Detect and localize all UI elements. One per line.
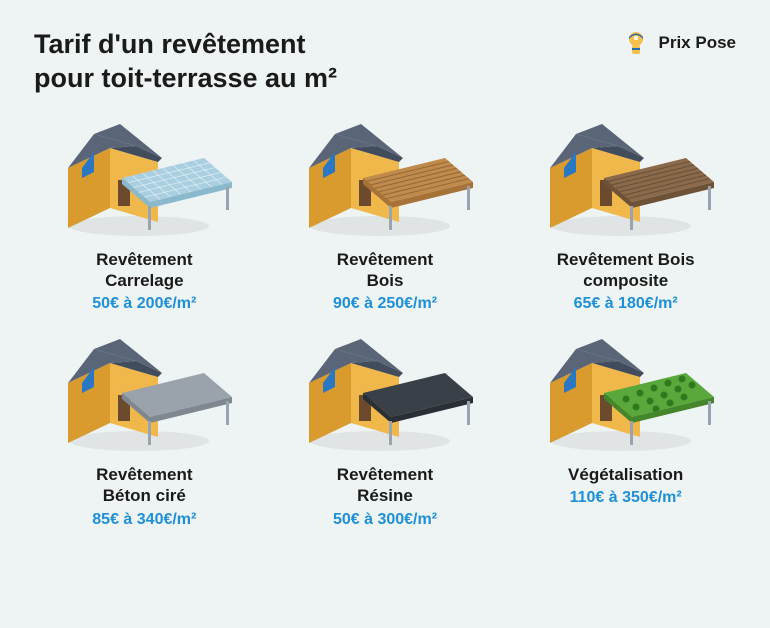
house-icon [54, 331, 234, 456]
item-price: 90€ à 250€/m² [275, 295, 496, 313]
brand-name: Prix Pose [659, 33, 737, 53]
title-line-2: pour toit-terrasse au m² [34, 63, 337, 93]
item-label: Revêtement Béton ciré [34, 464, 255, 507]
item-price: 65€ à 180€/m² [515, 295, 736, 313]
item-price: 50€ à 200€/m² [34, 295, 255, 313]
house-icon [54, 116, 234, 241]
item-label: Revêtement Bois [275, 249, 496, 292]
house-icon [536, 116, 716, 241]
title-line-1: Tarif d'un revêtement [34, 29, 305, 59]
item-label: Revêtement Carrelage [34, 249, 255, 292]
house-icon [536, 331, 716, 456]
item-price: 110€ à 350€/m² [515, 489, 736, 507]
item-card: Revêtement Bois 90€ à 250€/m² [275, 116, 496, 314]
item-card: Revêtement Bois composite 65€ à 180€/m² [515, 116, 736, 314]
house-icon [295, 331, 475, 456]
item-card: Revêtement Carrelage 50€ à 200€/m² [34, 116, 255, 314]
item-price: 85€ à 340€/m² [34, 511, 255, 529]
page-title: Tarif d'un revêtement pour toit-terrasse… [34, 28, 337, 96]
item-label: Revêtement Résine [275, 464, 496, 507]
item-card: Revêtement Résine 50€ à 300€/m² [275, 331, 496, 529]
house-icon [295, 116, 475, 241]
brand-logo-icon [621, 28, 651, 58]
item-label: Revêtement Bois composite [515, 249, 736, 292]
brand: Prix Pose [621, 28, 737, 58]
item-card: Revêtement Béton ciré 85€ à 340€/m² [34, 331, 255, 529]
item-price: 50€ à 300€/m² [275, 511, 496, 529]
item-card: Végétalisation 110€ à 350€/m² [515, 331, 736, 529]
item-label: Végétalisation [515, 464, 736, 485]
items-grid: Revêtement Carrelage 50€ à 200€/m² Revête… [0, 106, 770, 549]
